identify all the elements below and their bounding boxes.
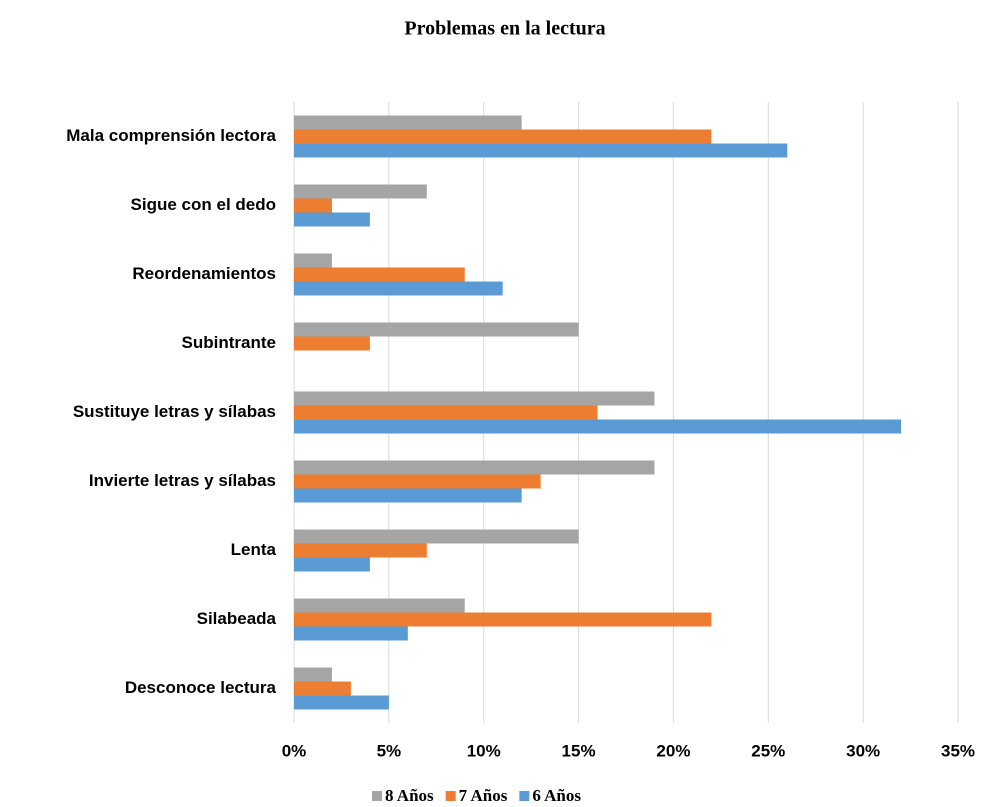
bar bbox=[294, 543, 427, 558]
y-tick-label: Lenta bbox=[231, 540, 277, 559]
legend-label: 8 Años bbox=[385, 786, 434, 805]
legend-swatch bbox=[372, 791, 382, 801]
bar bbox=[294, 129, 712, 144]
chart-title: Problemas en la lectura bbox=[404, 18, 605, 40]
x-tick-label: 35% bbox=[941, 741, 975, 760]
legend-label: 7 Años bbox=[459, 786, 508, 805]
x-tick-label: 0% bbox=[282, 741, 307, 760]
bar bbox=[294, 474, 541, 489]
bar bbox=[294, 612, 712, 627]
x-tick-label: 5% bbox=[377, 741, 402, 760]
x-tick-label: 20% bbox=[656, 741, 690, 760]
y-tick-label: Subintrante bbox=[182, 333, 276, 352]
bar bbox=[294, 681, 351, 696]
y-tick-label: Invierte letras y sílabas bbox=[89, 471, 276, 490]
y-tick-label: Mala comprensión lectora bbox=[66, 126, 276, 145]
x-tick-label: 30% bbox=[846, 741, 880, 760]
bar bbox=[294, 143, 788, 158]
y-tick-label: Silabeada bbox=[197, 609, 277, 628]
x-tick-label: 25% bbox=[751, 741, 785, 760]
bar bbox=[294, 281, 503, 296]
x-tick-label: 15% bbox=[562, 741, 596, 760]
bar bbox=[294, 598, 465, 613]
y-tick-label: Desconoce lectura bbox=[125, 678, 277, 697]
x-tick-label: 10% bbox=[467, 741, 501, 760]
legend-label: 6 Años bbox=[532, 786, 581, 805]
bar bbox=[294, 667, 332, 682]
bar bbox=[294, 322, 579, 337]
bar bbox=[294, 336, 370, 351]
bar bbox=[294, 253, 332, 268]
bar bbox=[294, 391, 655, 406]
bar bbox=[294, 419, 902, 434]
y-tick-label: Reordenamientos bbox=[132, 264, 276, 283]
bar bbox=[294, 626, 408, 641]
bar bbox=[294, 267, 465, 282]
y-tick-label: Sustituye letras y sílabas bbox=[73, 402, 276, 421]
legend-swatch bbox=[445, 791, 456, 801]
bar bbox=[294, 212, 370, 227]
bar bbox=[294, 460, 655, 475]
bar bbox=[294, 198, 332, 213]
bar bbox=[294, 488, 522, 503]
bar bbox=[294, 557, 370, 572]
legend-swatch bbox=[519, 791, 530, 801]
bar bbox=[294, 695, 389, 710]
bar bbox=[294, 529, 579, 544]
bar bbox=[294, 115, 522, 130]
y-tick-label: Sigue con el dedo bbox=[131, 195, 276, 214]
bar bbox=[294, 405, 598, 420]
bar bbox=[294, 184, 427, 199]
